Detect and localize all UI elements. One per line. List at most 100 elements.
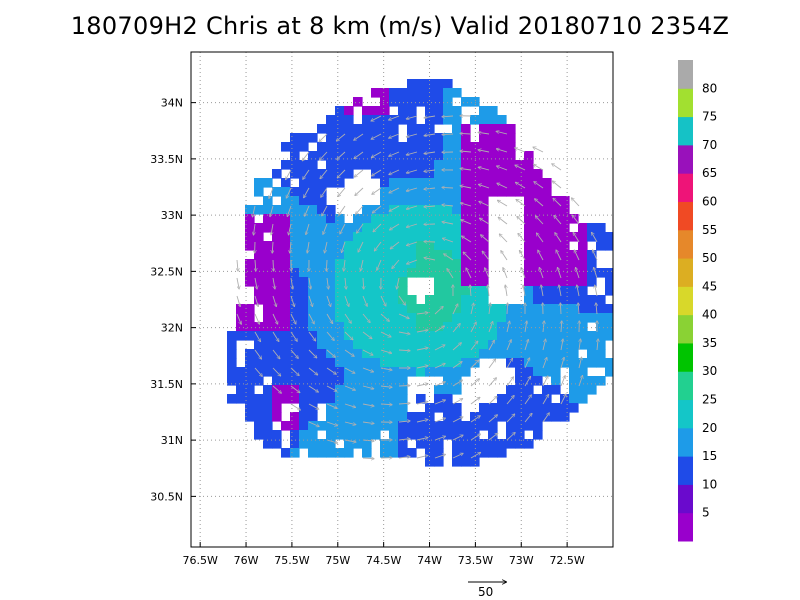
wind-vector-arrow	[524, 376, 531, 387]
colorbar-segment	[678, 371, 693, 401]
wind-speed-cell	[533, 304, 543, 314]
plot-frame	[190, 51, 614, 548]
wind-speed-cell	[326, 421, 336, 431]
wind-speed-cell	[353, 232, 363, 242]
wind-speed-cell	[353, 367, 363, 377]
wind-speed-cell	[461, 304, 471, 314]
wind-speed-cell	[272, 412, 282, 422]
wind-speed-cell	[308, 367, 318, 377]
wind-vector-arrow	[406, 223, 418, 227]
wind-vector-arrow	[538, 250, 544, 261]
wind-speed-cell	[254, 403, 264, 413]
wind-speed-cell	[281, 394, 291, 404]
wind-vector-arrow	[290, 241, 291, 253]
wind-speed-cell	[389, 286, 399, 296]
wind-speed-cell	[389, 430, 399, 440]
wind-vector-arrow	[488, 322, 493, 333]
wind-vector-arrow	[481, 235, 490, 243]
wind-speed-cell	[479, 160, 489, 170]
wind-vector-arrow	[416, 313, 428, 314]
wind-vector-arrow	[389, 115, 400, 120]
wind-speed-cell	[524, 268, 534, 278]
wind-speed-cell	[398, 421, 408, 431]
wind-speed-cell	[434, 241, 444, 251]
wind-vector-arrow	[434, 363, 445, 369]
wind-speed-cell	[389, 133, 399, 143]
wind-vector-arrow	[319, 133, 328, 142]
wind-speed-cell	[272, 232, 282, 242]
wind-vector-arrow	[535, 199, 544, 207]
wind-vector-arrow	[460, 203, 472, 207]
wind-speed-cell	[317, 232, 327, 242]
wind-speed-cell	[434, 259, 444, 269]
wind-speed-cell	[227, 349, 237, 359]
wind-speed-cell	[470, 412, 480, 422]
wind-speed-cell	[362, 295, 372, 305]
wind-speed-cell	[236, 331, 246, 341]
wind-speed-cell	[362, 421, 372, 431]
wind-speed-cell	[578, 286, 588, 296]
wind-vector-arrow	[518, 233, 526, 243]
wind-vector-arrow	[524, 340, 528, 351]
wind-speed-cell	[506, 187, 516, 197]
wind-vector-arrow	[272, 367, 281, 376]
wind-speed-cell	[362, 241, 372, 251]
wind-vector-arrow	[516, 200, 526, 207]
wind-speed-cell	[488, 322, 498, 332]
wind-speed-cell	[425, 259, 435, 269]
wind-speed-cell	[353, 430, 363, 440]
wind-speed-cell	[479, 439, 489, 449]
wind-speed-cell	[443, 196, 453, 206]
wind-speed-cell	[551, 277, 561, 287]
wind-speed-cell	[335, 340, 345, 350]
wind-speed-cell	[344, 115, 354, 125]
wind-speed-cell	[317, 241, 327, 251]
wind-vector-arrow	[416, 384, 428, 387]
wind-speed-cell	[290, 223, 300, 233]
wind-speed-cell	[389, 151, 399, 161]
wind-speed-cell	[533, 241, 543, 251]
wind-speed-cell	[524, 295, 534, 305]
wind-speed-cell	[317, 277, 327, 287]
wind-speed-cell	[326, 232, 336, 242]
wind-speed-cell	[398, 214, 408, 224]
wind-speed-cell	[596, 241, 606, 251]
wind-vector-arrow	[524, 395, 531, 405]
wind-vector-arrow	[344, 313, 351, 323]
wind-speed-cell	[263, 223, 273, 233]
wind-speed-cell	[443, 322, 453, 332]
wind-speed-cell	[290, 250, 300, 260]
wind-speed-cell	[290, 304, 300, 314]
wind-speed-cell	[326, 268, 336, 278]
wind-speed-cell	[605, 304, 613, 314]
wind-speed-cell	[551, 358, 561, 368]
wind-speed-cell	[353, 322, 363, 332]
wind-speed-cell	[299, 259, 309, 269]
wind-speed-cell	[434, 133, 444, 143]
wind-speed-cell	[443, 178, 453, 188]
wind-speed-cell	[479, 115, 489, 125]
wind-speed-cell	[272, 169, 282, 179]
wind-speed-cell	[578, 268, 588, 278]
wind-speed-cell	[416, 250, 426, 260]
wind-speed-cell	[416, 187, 426, 197]
wind-speed-cell	[326, 259, 336, 269]
wind-speed-cell	[470, 331, 480, 341]
wind-speed-cell	[533, 313, 543, 323]
wind-speed-cell	[344, 268, 354, 278]
wind-speed-cell	[389, 196, 399, 206]
wind-speed-cell	[506, 322, 516, 332]
wind-speed-cell	[515, 394, 525, 404]
wind-vector-arrow	[452, 453, 463, 459]
wind-vector-arrow	[290, 349, 298, 358]
wind-speed-cell	[407, 106, 417, 116]
wind-vector-arrow	[327, 277, 328, 289]
wind-vector-arrow	[560, 339, 563, 351]
wind-speed-cell	[281, 367, 291, 377]
wind-speed-cell	[569, 358, 579, 368]
wind-speed-cell	[533, 421, 543, 431]
wind-vector-arrow	[577, 285, 580, 297]
wind-speed-cell	[533, 394, 543, 404]
wind-speed-cell	[461, 232, 471, 242]
wind-speed-cell	[407, 133, 417, 143]
